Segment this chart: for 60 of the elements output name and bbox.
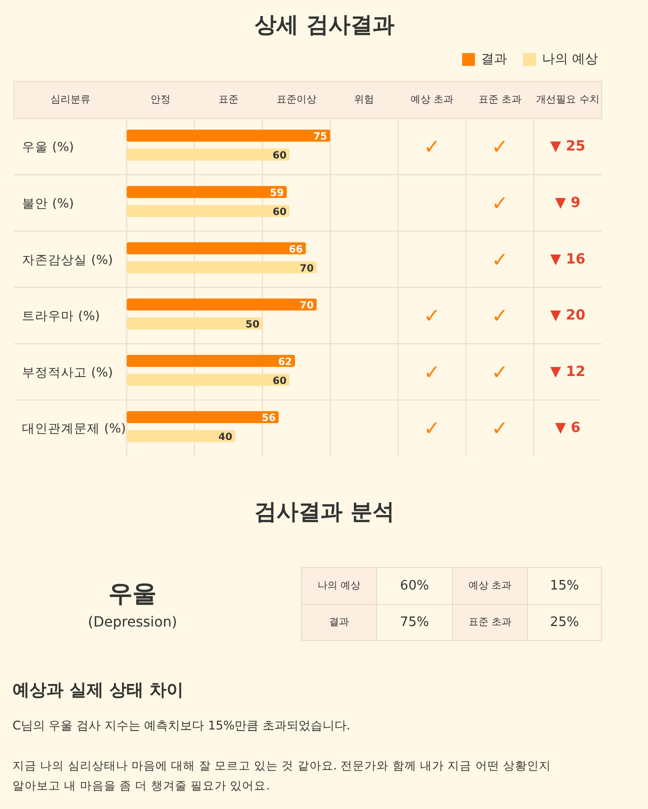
- text: 위험: [354, 94, 374, 106]
- text: ✓: [492, 247, 508, 272]
- text: 표준 초과: [478, 94, 522, 106]
- chart-title: 상세 검사결과: [254, 13, 394, 38]
- data-label: 60: [272, 150, 287, 162]
- data-label: 40: [218, 432, 232, 444]
- text: 표준 초과: [468, 617, 512, 628]
- text: 예상 초과: [410, 94, 454, 106]
- text: ▼ 6: [555, 420, 580, 436]
- y-tick-label: 부정적사고 (%): [22, 364, 113, 380]
- text: ✓: [492, 360, 508, 384]
- legend-label: 결과: [481, 51, 507, 68]
- text: ✓: [492, 304, 508, 328]
- text: C님의 우울 검사 지수는 예측치보다 15%만큼 초과되었습니다.: [12, 718, 350, 732]
- y-tick-label: 트라우마 (%): [22, 308, 100, 324]
- y-tick-label: 자존감상실 (%): [22, 252, 113, 267]
- text: ✓: [492, 416, 508, 440]
- data-label: 62: [278, 356, 292, 368]
- text: ✓: [492, 134, 508, 159]
- text: ▼ 25: [550, 138, 586, 155]
- text: ▼ 16: [550, 251, 586, 268]
- data-label: 59: [270, 188, 284, 199]
- y-tick-label: 우울 (%): [22, 139, 74, 154]
- data-label: 70: [300, 300, 314, 312]
- text: (Depression): [88, 614, 178, 630]
- data-label: 70: [300, 263, 314, 274]
- y-tick-label: 불안 (%): [22, 195, 74, 210]
- text: 검사결과 분석: [254, 500, 394, 525]
- text: 예상과 실제 상태 차이: [12, 680, 184, 700]
- text: ▼ 20: [550, 308, 586, 324]
- text: 60%: [400, 578, 429, 594]
- data-label: 60: [272, 376, 287, 387]
- text: 심리분류: [50, 94, 90, 106]
- text: 예상 초과: [468, 580, 512, 592]
- text: 알아보고 내 마음을 좀 더 챙겨줄 필요가 있어요.: [12, 778, 270, 792]
- data-label: 50: [246, 320, 260, 331]
- text: ✓: [424, 304, 440, 328]
- text: 나의 예상: [317, 580, 361, 592]
- data-label: 56: [262, 413, 276, 424]
- text: 표준이상: [276, 94, 316, 106]
- text: 표준: [218, 94, 238, 106]
- text: ✓: [424, 134, 440, 159]
- text: ▼ 12: [550, 364, 586, 380]
- text: ✓: [424, 360, 440, 384]
- text: 75%: [400, 615, 429, 630]
- text: 개선필요 수치: [536, 94, 600, 106]
- text: 25%: [550, 615, 579, 630]
- data-label: 60: [272, 206, 287, 218]
- text: 지금 나의 심리상태나 마음에 대해 잘 모르고 있는 것 같아요. 전문가와 함께 내가 지금 어떤 상황인지: [12, 758, 551, 772]
- text: ✓: [492, 190, 508, 215]
- legend-label: 나의 예상: [542, 51, 598, 68]
- data-label: 75: [313, 132, 328, 143]
- y-tick-label: 대인관계문제 (%): [22, 420, 126, 436]
- text: 안정: [150, 94, 171, 106]
- text: 15%: [550, 578, 579, 594]
- text: 결과: [329, 617, 349, 628]
- data-label: 66: [288, 244, 303, 256]
- text: 우울: [108, 580, 156, 608]
- text: ▼ 9: [555, 194, 580, 211]
- text: ✓: [424, 416, 440, 440]
